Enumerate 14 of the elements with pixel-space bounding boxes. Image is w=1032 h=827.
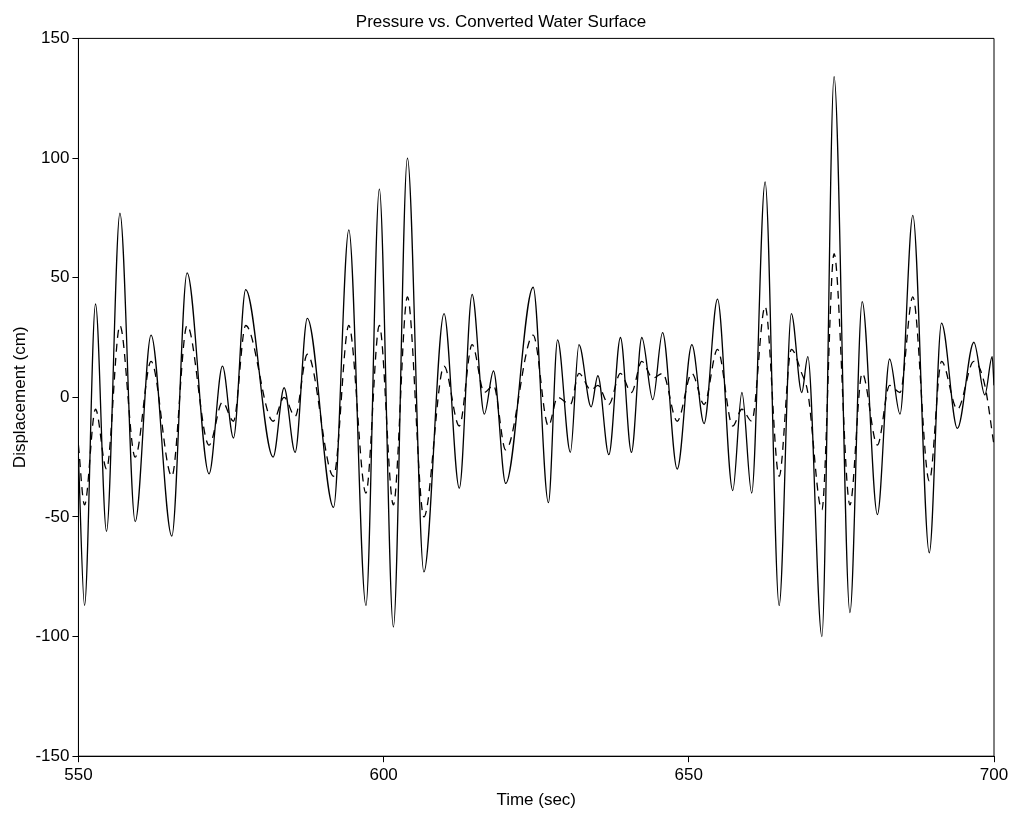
x-tick-label: 550 [64,765,93,785]
y-tick-label: 0 [59,386,70,406]
y-tick-label: 150 [41,28,70,48]
y-axis-title: Displacement (cm) [9,326,29,469]
x-axis-title: Time (sec) [496,790,577,810]
y-tick-label: -50 [44,506,70,526]
y-tick-label: 50 [50,267,70,287]
x-tick-label: 650 [674,765,703,785]
y-tick-label: -100 [35,626,70,646]
y-tick-label: -150 [35,745,70,765]
chart-title: Pressure vs. Converted Water Surface [355,11,647,31]
y-tick-label: 100 [41,147,70,167]
x-tick-label: 600 [369,765,398,785]
x-tick-label: 700 [979,765,1009,785]
